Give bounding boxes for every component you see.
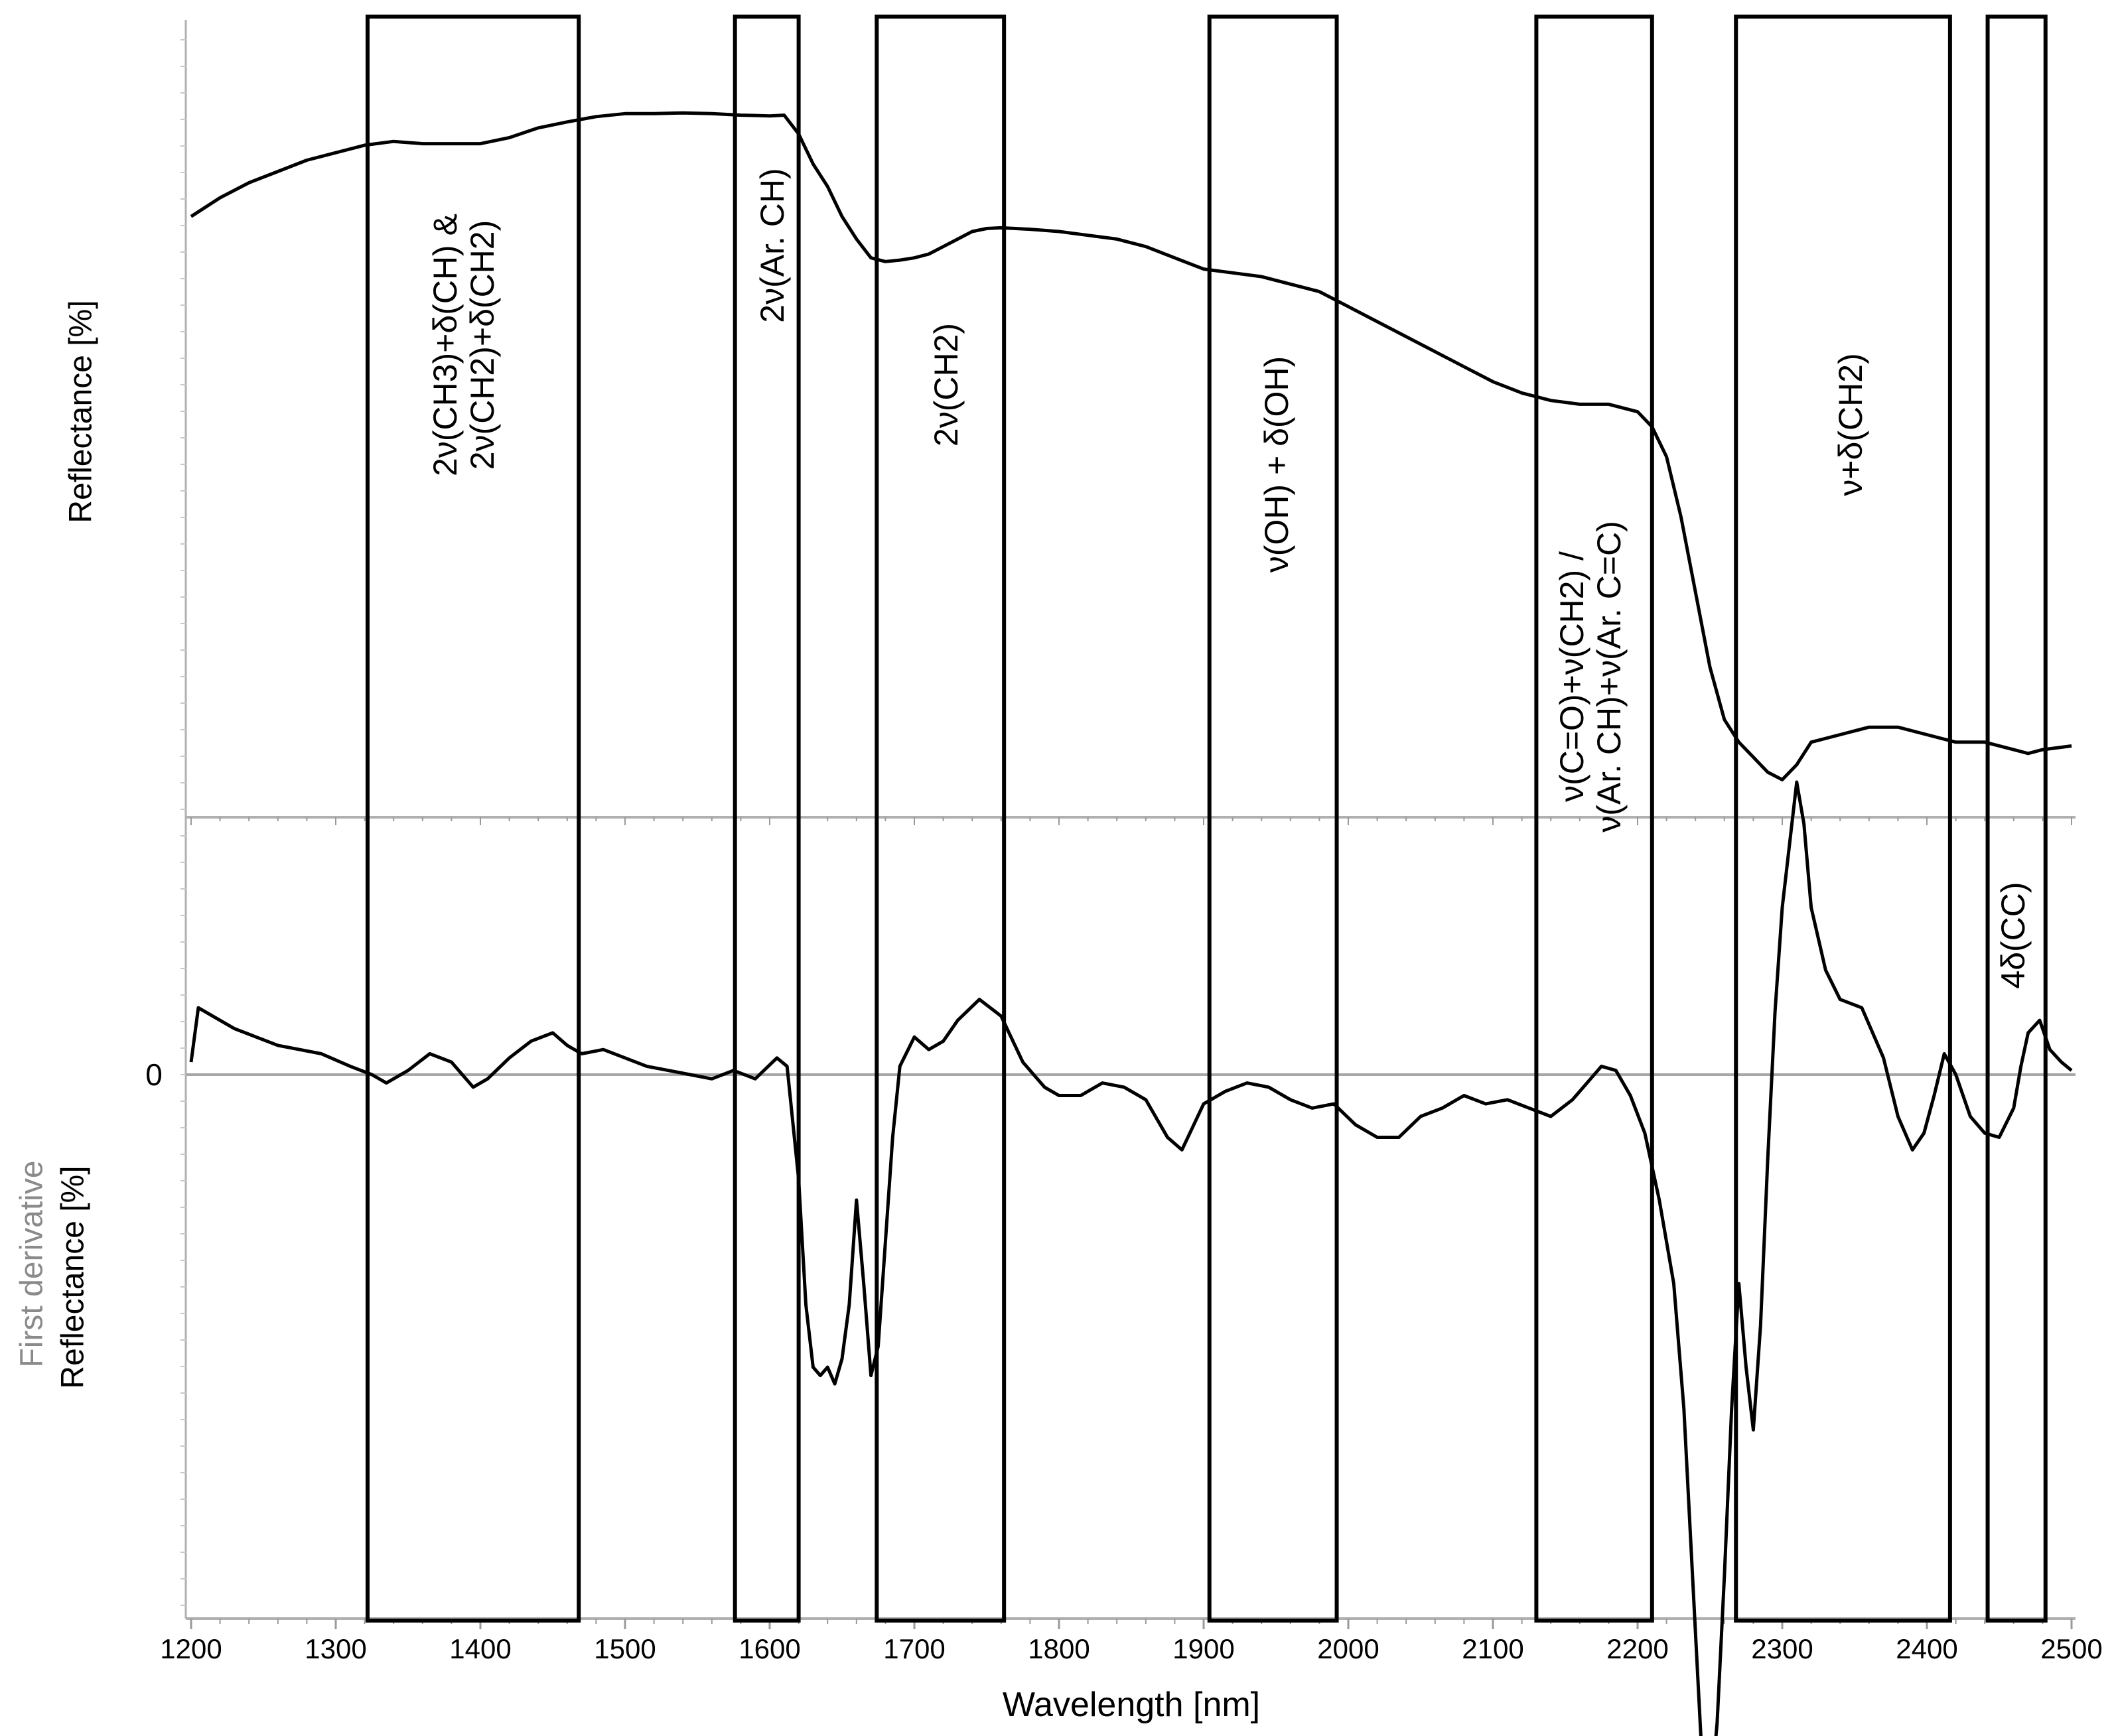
x-tick-label: 1500	[594, 1633, 656, 1664]
band-layer	[365, 15, 2048, 1623]
reflectance-axis-label: Reflectance [%]	[63, 299, 99, 523]
label-layer: 0 1200 1300 1400 1500 1600 1700 1800 1900 2000 210…	[145, 168, 2103, 1724]
x-tick-label: 1700	[883, 1633, 945, 1664]
x-tick-label: 1300	[305, 1633, 366, 1664]
x-tick-label: 1800	[1028, 1633, 1090, 1664]
derivative-axis-label-line1: First derivative	[14, 1160, 50, 1368]
band-box	[1734, 15, 1952, 1623]
x-tick-label: 2200	[1606, 1633, 1668, 1664]
zero-label: 0	[145, 1057, 163, 1092]
band-label: ν(Ar. CH)+ν(Ar. C=C)	[1590, 521, 1628, 832]
x-tick-label: 1600	[739, 1633, 800, 1664]
x-tick-label: 2300	[1751, 1633, 1813, 1664]
band-label: ν(C=O)+ν(CH2) /	[1553, 551, 1590, 802]
band-label: 2ν(Ar. CH)	[754, 168, 791, 322]
x-tick-label: 1400	[449, 1633, 511, 1664]
x-tick-label: 2500	[2040, 1633, 2102, 1664]
x-tick-label: 2000	[1317, 1633, 1379, 1664]
band-label: 4δ(CC)	[1995, 882, 2032, 988]
band-label: 2ν(CH2)+δ(CH2)	[464, 220, 501, 470]
x-tick-label: 1200	[160, 1633, 222, 1664]
band-box	[365, 15, 581, 1623]
x-tick-label: 2400	[1896, 1633, 1957, 1664]
x-tick-label: 2100	[1462, 1633, 1523, 1664]
band-label: 2ν(CH2)	[928, 323, 965, 446]
band-box	[733, 15, 801, 1623]
derivative-series-line	[189, 780, 2073, 1736]
reflectance-series-line	[190, 111, 2072, 781]
band-box	[1985, 15, 2048, 1623]
band-box	[875, 15, 1007, 1623]
band-label: ν(OH) + δ(OH)	[1258, 356, 1295, 572]
band-label: ν+δ(CH2)	[1832, 353, 1869, 496]
x-tick-label: 1900	[1172, 1633, 1234, 1664]
derivative-axis-label-line2: Reflectance [%]	[55, 1165, 91, 1389]
x-axis-title: Wavelength [nm]	[1003, 1686, 1260, 1724]
band-label: 2ν(CH3)+δ(CH) &	[427, 214, 464, 476]
band-box	[1207, 15, 1339, 1623]
axes-layer	[180, 20, 2076, 1629]
series-layer	[189, 111, 2073, 1736]
band-box	[1534, 15, 1654, 1623]
